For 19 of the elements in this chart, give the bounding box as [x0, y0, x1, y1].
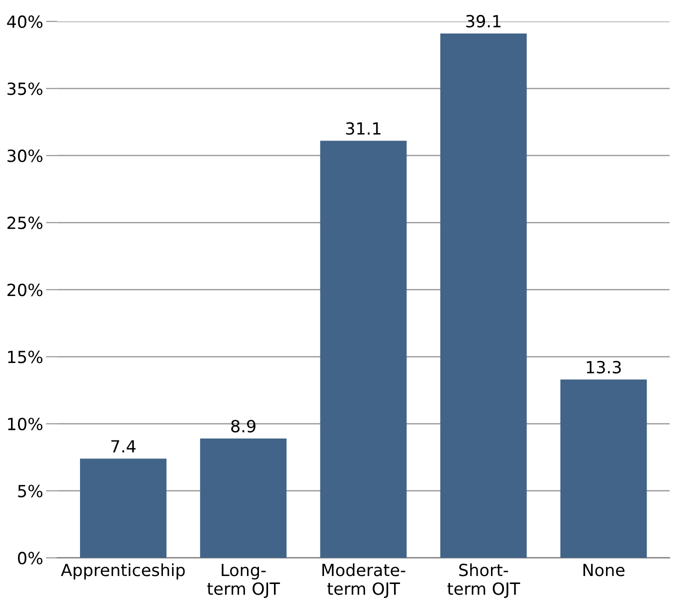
y-tick-label: 20%	[7, 284, 42, 296]
y-tick-label: 0%	[18, 552, 42, 564]
x-tick-label: Moderate- term OJT	[322, 563, 406, 598]
data-label: 13.3	[586, 360, 621, 374]
data-label: 39.1	[466, 14, 501, 28]
y-tick-label: 40%	[7, 15, 42, 28]
data-label: 8.9	[231, 420, 256, 432]
y-tick-label: 30%	[8, 150, 42, 162]
data-label: 31.1	[346, 122, 380, 135]
y-tick-label: 15%	[8, 350, 42, 364]
y-tick-label: 25%	[7, 216, 42, 230]
y-tick-label: 10%	[8, 418, 42, 430]
x-tick-label: Apprenticeship	[60, 563, 185, 580]
x-tick-label: Short- term OJT	[447, 563, 520, 598]
x-tick-label: None	[583, 564, 624, 576]
x-tick-label: Long- term OJT	[207, 564, 280, 598]
y-tick-label: 35%	[8, 82, 42, 96]
data-label: 7.4	[111, 440, 136, 452]
y-tick-label: 5%	[18, 484, 42, 498]
